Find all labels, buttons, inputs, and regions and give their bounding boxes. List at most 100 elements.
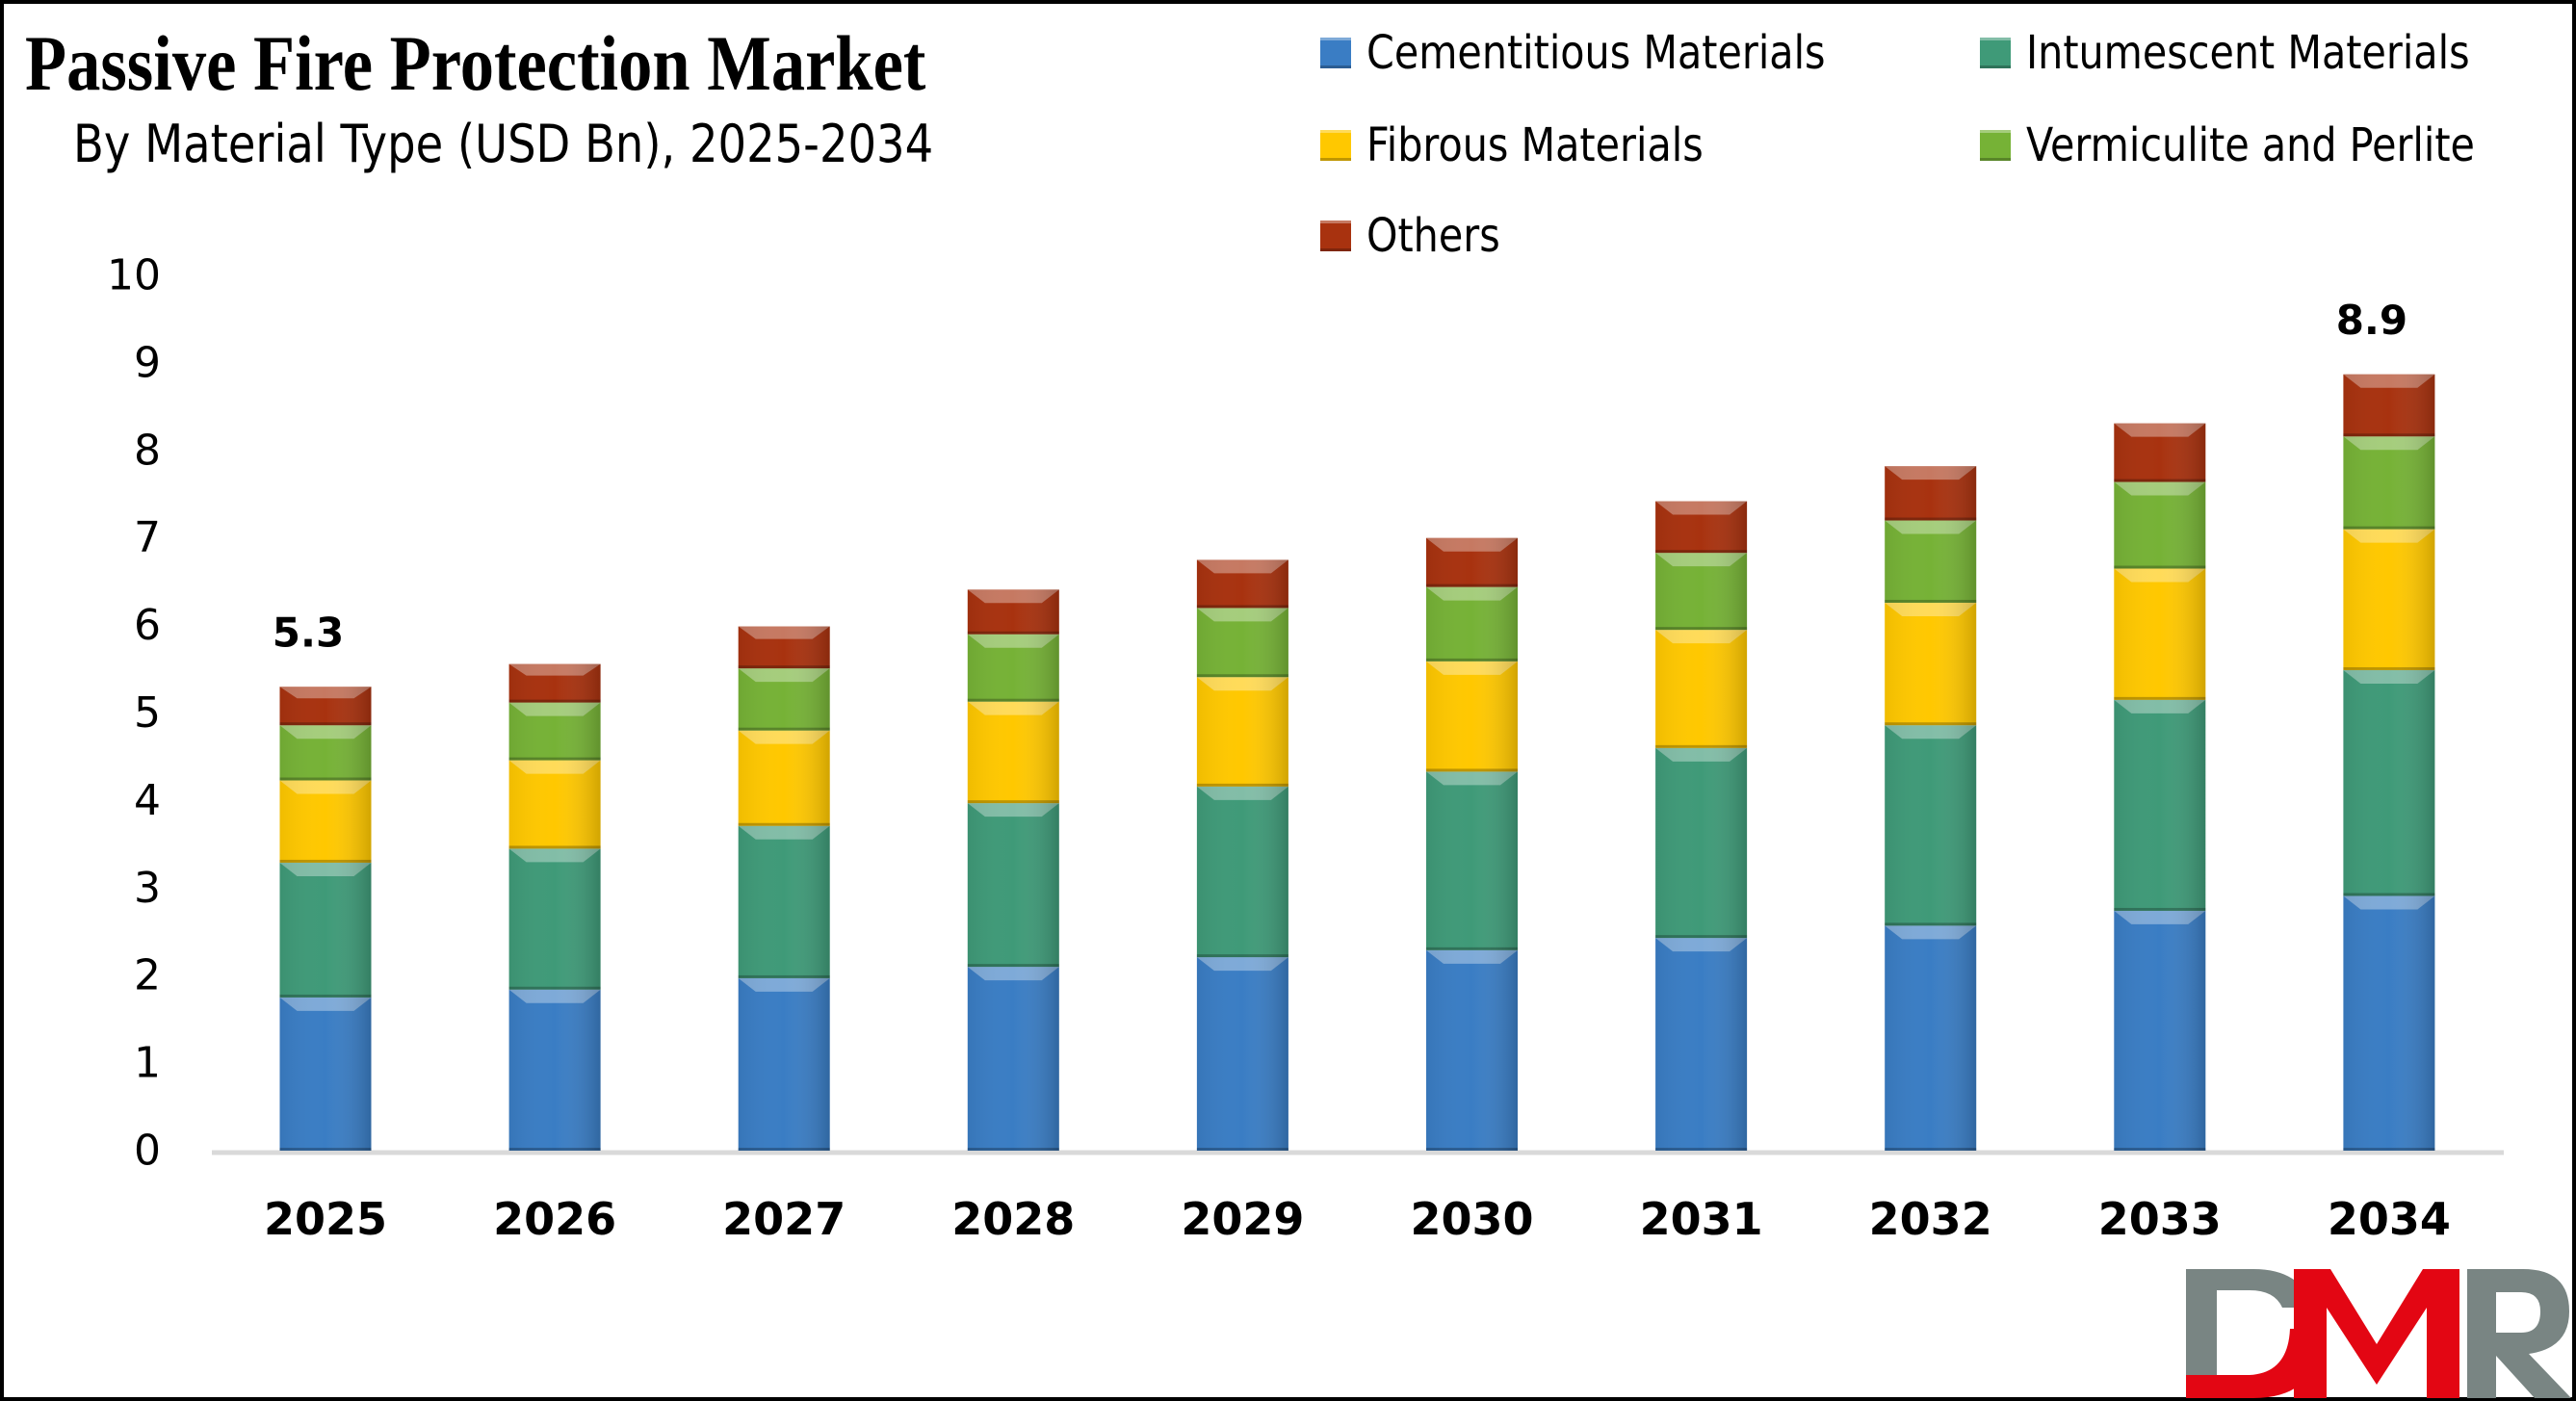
bar-bottom-edge <box>2343 1148 2435 1151</box>
bar-shade <box>967 634 1059 702</box>
legend-item-intumescent: Intumescent Materials <box>1980 24 2542 82</box>
bar-stack-2029 <box>1196 559 1288 1151</box>
bar-bottom-edge <box>279 777 372 781</box>
bar-bottom-edge <box>967 631 1059 635</box>
bar-shade <box>279 997 372 1151</box>
y-tick-label: 5 <box>134 688 161 738</box>
bar-shade <box>2114 423 2206 482</box>
bar-bottom-edge <box>2343 433 2435 437</box>
bar-shade <box>1885 466 1977 521</box>
bar-shade <box>2114 699 2206 911</box>
bar-segment-vermiculite-and-perlite <box>2114 481 2206 569</box>
data-label-2025: 5.3 <box>273 610 344 657</box>
bar-bottom-edge <box>1196 954 1288 958</box>
bar-bottom-edge <box>967 800 1059 804</box>
bar-segment-vermiculite-and-perlite <box>279 725 372 781</box>
bar-shade <box>279 862 372 998</box>
bar-segment-fibrous-materials <box>1655 630 1748 748</box>
y-tick-label: 7 <box>134 513 161 562</box>
bar-shade <box>1885 925 1977 1151</box>
bar-shade <box>1885 725 1977 926</box>
bar-shade <box>738 668 830 731</box>
bar-stack-2030 <box>1426 537 1518 1151</box>
bar-shade <box>1655 747 1748 939</box>
bar-segment-fibrous-materials <box>2114 568 2206 700</box>
bar-segment-vermiculite-and-perlite <box>1885 520 1977 603</box>
y-tick-label: 4 <box>134 776 161 825</box>
bar-shade <box>2343 436 2435 530</box>
bar-bottom-edge <box>2114 696 2206 700</box>
bar-shade <box>1426 586 1518 662</box>
bar-segment-cementitious-materials <box>738 977 830 1151</box>
bar-stack-2028 <box>967 589 1059 1151</box>
legend-label: Fibrous Materials <box>1366 118 1704 172</box>
bar-bottom-edge <box>1655 550 1748 554</box>
bar-stack-2034 <box>2343 374 2435 1151</box>
bar-segment-intumescent-materials <box>738 825 830 978</box>
bar-bottom-edge <box>1885 1148 1977 1151</box>
logo-r <box>2467 1269 2571 1398</box>
legend-label: Intumescent Materials <box>2026 26 2470 80</box>
bar-segment-others <box>738 626 830 669</box>
bar-shade <box>738 730 830 826</box>
bar-segment-others <box>508 663 601 703</box>
legend-swatch-icon <box>1320 221 1351 251</box>
bar-segment-intumescent-materials <box>1196 786 1288 958</box>
legend-swatch-icon <box>1980 130 2011 161</box>
bar-stack-2026 <box>508 663 601 1151</box>
bar-shade <box>967 701 1059 804</box>
bar-segment-cementitious-materials <box>279 997 372 1151</box>
y-tick-label: 3 <box>134 864 161 913</box>
bar-bottom-edge <box>279 722 372 726</box>
bar-segment-intumescent-materials <box>967 803 1059 968</box>
bar-segment-others <box>279 687 372 726</box>
bar-segment-intumescent-materials <box>1885 725 1977 926</box>
bar-bottom-edge <box>1196 783 1288 787</box>
y-tick-label: 0 <box>134 1127 161 1176</box>
bar-shade <box>738 626 830 669</box>
bar-shade <box>1196 957 1288 1151</box>
bar-bottom-edge <box>1196 674 1288 678</box>
bar-segment-fibrous-materials <box>738 730 830 826</box>
bar-shade <box>1426 537 1518 587</box>
bar-shade <box>1196 608 1288 678</box>
y-tick-label: 1 <box>134 1039 161 1088</box>
bar-segment-others <box>1655 501 1748 554</box>
bar-bottom-edge <box>1885 722 1977 726</box>
x-tick-label: 2026 <box>493 1193 616 1245</box>
bar-shade <box>967 967 1059 1151</box>
x-tick-label: 2030 <box>1410 1193 1533 1245</box>
bar-bottom-edge <box>508 986 601 990</box>
bar-shade <box>2114 568 2206 700</box>
bars <box>279 374 2435 1151</box>
bar-bottom-edge <box>967 1148 1059 1151</box>
bar-stack-2032 <box>1885 466 1977 1151</box>
y-tick-label: 10 <box>107 251 161 300</box>
logo-m <box>2294 1269 2459 1398</box>
legend-item-cementitious: Cementitious Materials <box>1320 24 1900 82</box>
bar-shade <box>508 663 601 703</box>
bar-bottom-edge <box>1426 584 1518 587</box>
bar-stack-2031 <box>1655 501 1748 1151</box>
legend-label: Cementitious Materials <box>1366 26 1826 80</box>
bar-bottom-edge <box>508 845 601 849</box>
legend-swatch-icon <box>1980 38 2011 68</box>
bar-stack-2027 <box>738 626 830 1151</box>
bar-bottom-edge <box>2114 907 2206 911</box>
bar-shade <box>738 825 830 978</box>
bar-segment-intumescent-materials <box>2114 699 2206 911</box>
bar-segment-intumescent-materials <box>279 862 372 998</box>
bar-segment-fibrous-materials <box>1196 677 1288 787</box>
bar-bottom-edge <box>1885 517 1977 521</box>
bar-bottom-edge <box>1426 768 1518 772</box>
bar-segment-cementitious-materials <box>1196 957 1288 1151</box>
bar-shade <box>1196 677 1288 787</box>
bar-bottom-edge <box>508 1148 601 1151</box>
bar-bottom-edge <box>2343 893 2435 896</box>
y-tick-label: 8 <box>134 426 161 475</box>
bar-segment-vermiculite-and-perlite <box>967 634 1059 702</box>
bar-segment-fibrous-materials <box>1885 602 1977 726</box>
bar-stack-2033 <box>2114 423 2206 1151</box>
bar-bottom-edge <box>279 994 372 998</box>
bar-bottom-edge <box>1196 605 1288 609</box>
